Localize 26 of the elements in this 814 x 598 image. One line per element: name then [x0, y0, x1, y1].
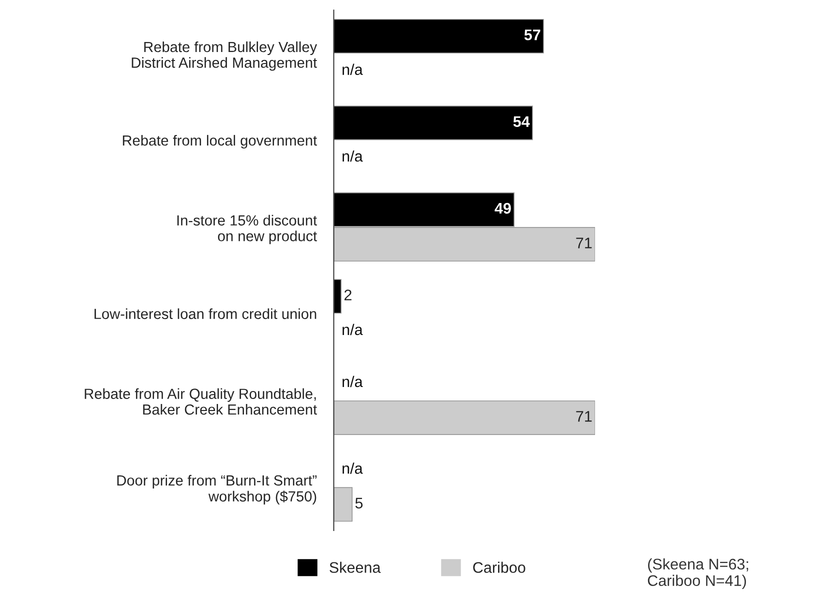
- text: n/a: [342, 376, 363, 388]
- text: (Skeena N=63; Cariboo N=41): [648, 558, 748, 590]
- data-label: 71: [576, 411, 592, 422]
- bar: [334, 400, 596, 435]
- data-label: 5: [355, 498, 363, 509]
- y-tick-label: In-store 15% discount on new product: [177, 214, 317, 244]
- text: n/a: [342, 150, 363, 162]
- y-tick-label: Rebate from Air Quality Roundtable, Baker Creek Enhancement: [84, 388, 317, 415]
- data-label: 2: [344, 290, 352, 300]
- text: n/a: [342, 64, 363, 75]
- data-label: 49: [494, 202, 511, 214]
- y-tick-label: Low-interest loan from credit union: [94, 308, 316, 320]
- bar: [334, 487, 353, 522]
- bar: [334, 18, 544, 54]
- y-tick-label: Door prize from “Burn-It Smart” workshop ($750): [117, 474, 317, 504]
- legend-label: Cariboo: [473, 562, 526, 573]
- bar: [334, 279, 342, 314]
- y-tick-label: Rebate from local government: [122, 134, 317, 149]
- text: n/a: [342, 462, 363, 474]
- data-label: 71: [576, 238, 592, 248]
- data-label: 57: [524, 30, 540, 40]
- data-label: 54: [513, 116, 530, 127]
- y-tick-label: Rebate from Bulkley Valley District Airshed Management: [132, 41, 318, 71]
- bar: [334, 106, 533, 140]
- legend-label: Skeena: [330, 562, 381, 573]
- text: n/a: [342, 324, 363, 336]
